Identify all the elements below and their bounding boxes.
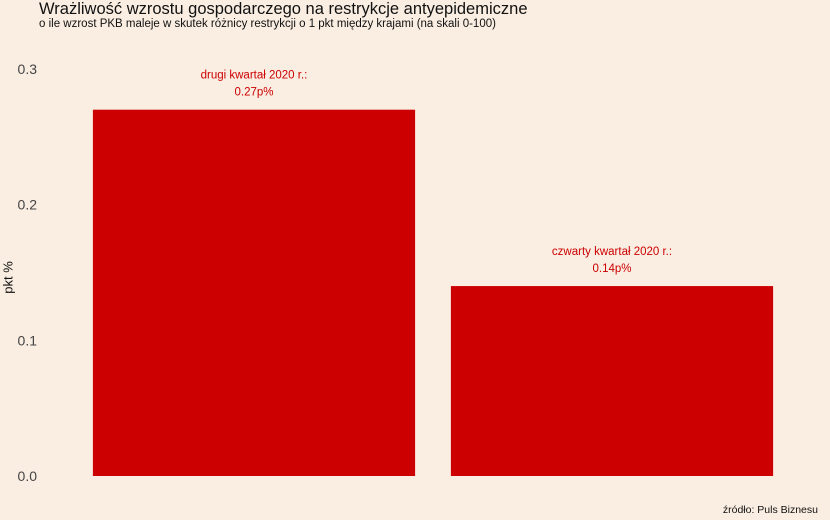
- bar: [450, 286, 774, 476]
- bar-data-value: 0.27p%: [234, 87, 273, 99]
- y-tick-label: 0.2: [18, 197, 38, 213]
- y-tick-label: 0.0: [18, 468, 38, 484]
- y-tick-label: 0.1: [18, 332, 38, 348]
- y-tick-label: 0.3: [18, 61, 38, 77]
- bar-data-label: drugi kwartał 2020 r.:: [201, 70, 308, 82]
- chart-subtitle: o ile wzrost PKB maleje w skutek różnicy…: [39, 18, 496, 30]
- bar-data-value: 0.14p%: [592, 263, 631, 275]
- bar-data-label: czwarty kwartał 2020 r.:: [552, 246, 672, 258]
- source-caption: źródło: Puls Biznesu: [722, 504, 818, 516]
- bar: [92, 109, 416, 476]
- chart-title: Wrażliwość wzrostu gospodarczego na rest…: [39, 0, 528, 18]
